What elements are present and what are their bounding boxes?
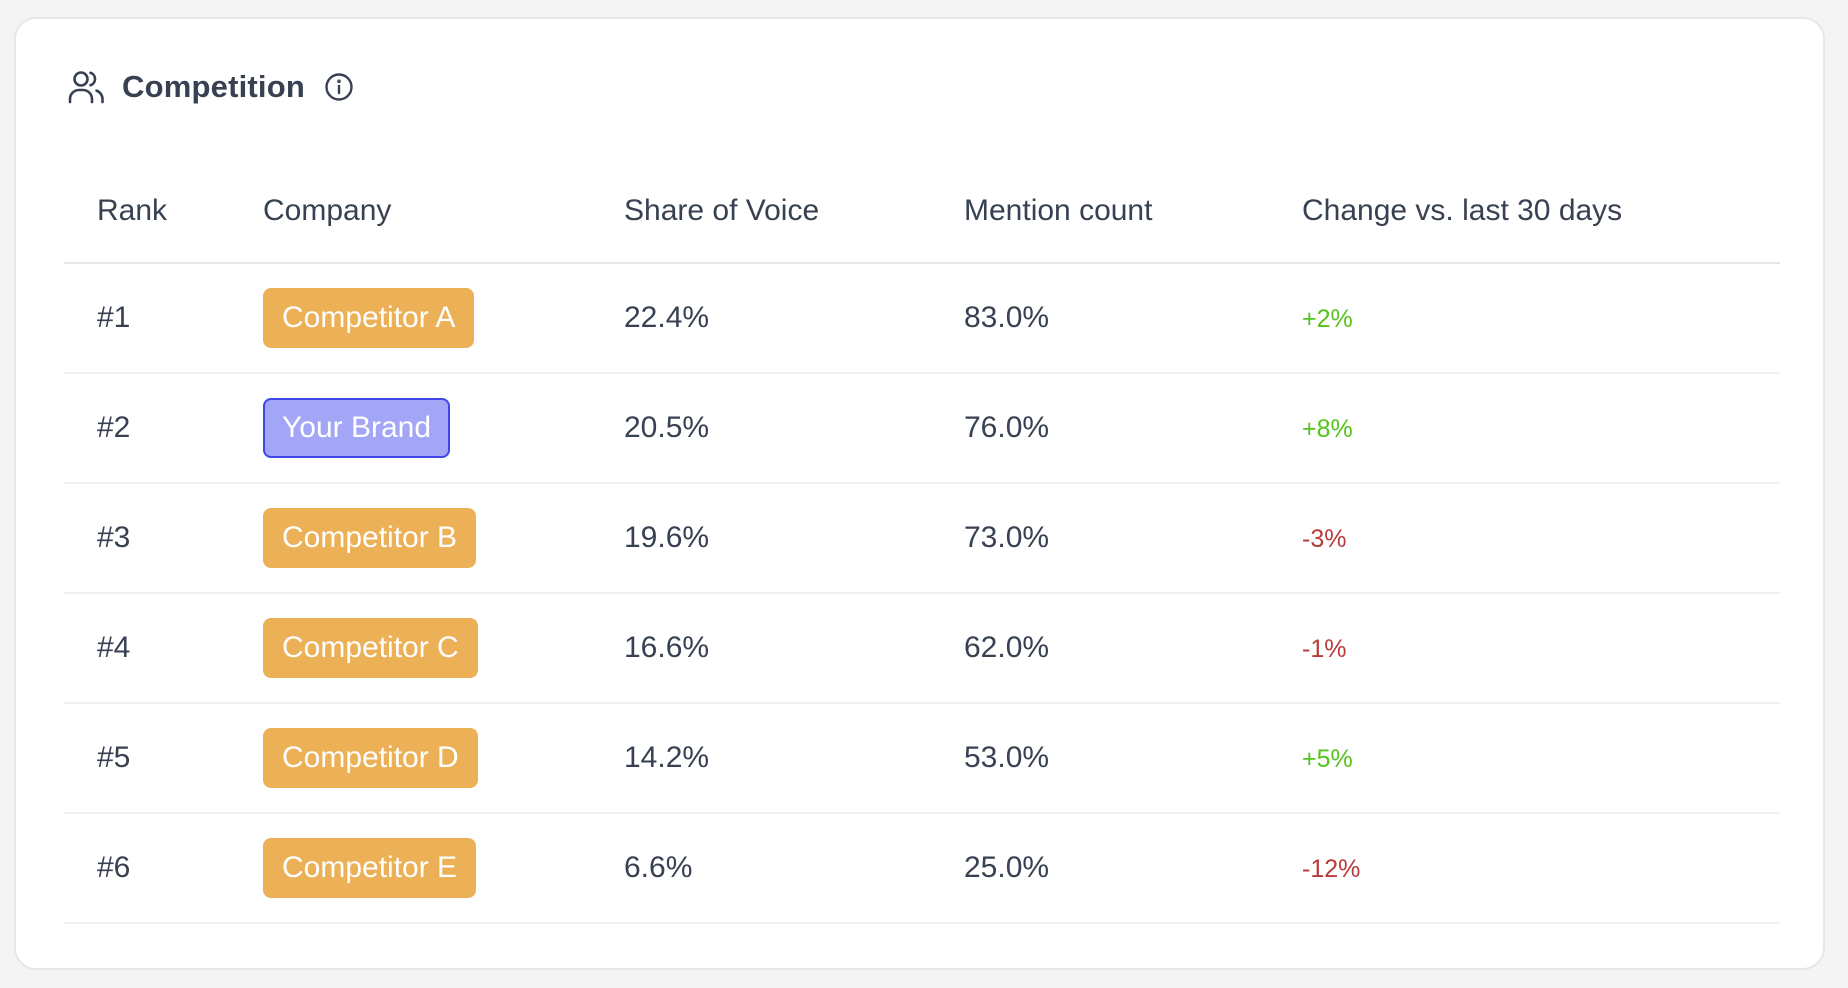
share-of-voice-cell: 19.6% [624, 483, 964, 594]
table-row: #4 Competitor C 16.6% 62.0% -1% [64, 593, 1780, 704]
table-row: #5 Competitor D 14.2% 53.0% +5% [64, 703, 1780, 814]
company-cell: Competitor B [263, 483, 624, 594]
mention-count-cell: 53.0% [964, 703, 1302, 814]
rank-cell: #2 [64, 373, 263, 484]
change-negative: -3% [1302, 525, 1347, 553]
change-cell: -1% [1302, 593, 1780, 704]
competition-card: Competition Rank Company Share of Voice … [14, 17, 1825, 970]
header-change: Change vs. last 30 days [1302, 194, 1780, 264]
mention-count-cell: 83.0% [964, 263, 1302, 374]
rank-cell: #5 [64, 703, 263, 814]
mention-count-cell: 25.0% [964, 813, 1302, 924]
change-cell: -12% [1302, 813, 1780, 924]
header-rank: Rank [64, 194, 263, 264]
share-of-voice-cell: 16.6% [624, 593, 964, 704]
rank-cell: #6 [64, 813, 263, 924]
share-of-voice-cell: 22.4% [624, 263, 964, 374]
company-cell: Competitor C [263, 593, 624, 704]
table-row: #1 Competitor A 22.4% 83.0% +2% [64, 263, 1780, 374]
header-share-of-voice: Share of Voice [624, 194, 964, 264]
mention-count-cell: 76.0% [964, 373, 1302, 484]
header-mention-count: Mention count [964, 194, 1302, 264]
competition-table: Rank Company Share of Voice Mention coun… [64, 194, 1780, 924]
mention-count-cell: 73.0% [964, 483, 1302, 594]
share-of-voice-cell: 20.5% [624, 373, 964, 484]
change-negative: -12% [1302, 855, 1361, 883]
competitor-badge[interactable]: Competitor B [263, 508, 477, 568]
competitor-badge[interactable]: Competitor D [263, 728, 478, 788]
users-icon [66, 67, 106, 107]
mention-count-cell: 62.0% [964, 593, 1302, 704]
change-cell: +8% [1302, 373, 1780, 484]
info-circle-icon[interactable] [323, 71, 355, 103]
card-title: Competition [122, 69, 306, 104]
rank-cell: #1 [64, 263, 263, 374]
share-of-voice-cell: 14.2% [624, 703, 964, 814]
company-cell: Competitor D [263, 703, 624, 814]
company-cell: Competitor E [263, 813, 624, 924]
change-negative: -1% [1302, 635, 1347, 663]
change-cell: +2% [1302, 263, 1780, 374]
change-positive: +2% [1302, 305, 1353, 333]
brand-badge[interactable]: Your Brand [263, 398, 451, 458]
change-cell: -3% [1302, 483, 1780, 594]
competitor-badge[interactable]: Competitor A [263, 288, 475, 348]
rank-cell: #4 [64, 593, 263, 704]
competitor-badge[interactable]: Competitor C [263, 618, 478, 678]
table-header-row: Rank Company Share of Voice Mention coun… [64, 194, 1780, 264]
change-cell: +5% [1302, 703, 1780, 814]
change-positive: +5% [1302, 745, 1353, 773]
company-cell: Your Brand [263, 373, 624, 484]
company-cell: Competitor A [263, 263, 624, 374]
table-row: #3 Competitor B 19.6% 73.0% -3% [64, 483, 1780, 594]
header-company: Company [263, 194, 624, 264]
share-of-voice-cell: 6.6% [624, 813, 964, 924]
rank-cell: #3 [64, 483, 263, 594]
card-header: Competition [66, 67, 355, 107]
table-row: #2 Your Brand 20.5% 76.0% +8% [64, 373, 1780, 484]
change-positive: +8% [1302, 415, 1353, 443]
competitor-badge[interactable]: Competitor E [263, 838, 477, 898]
table-row: #6 Competitor E 6.6% 25.0% -12% [64, 813, 1780, 924]
